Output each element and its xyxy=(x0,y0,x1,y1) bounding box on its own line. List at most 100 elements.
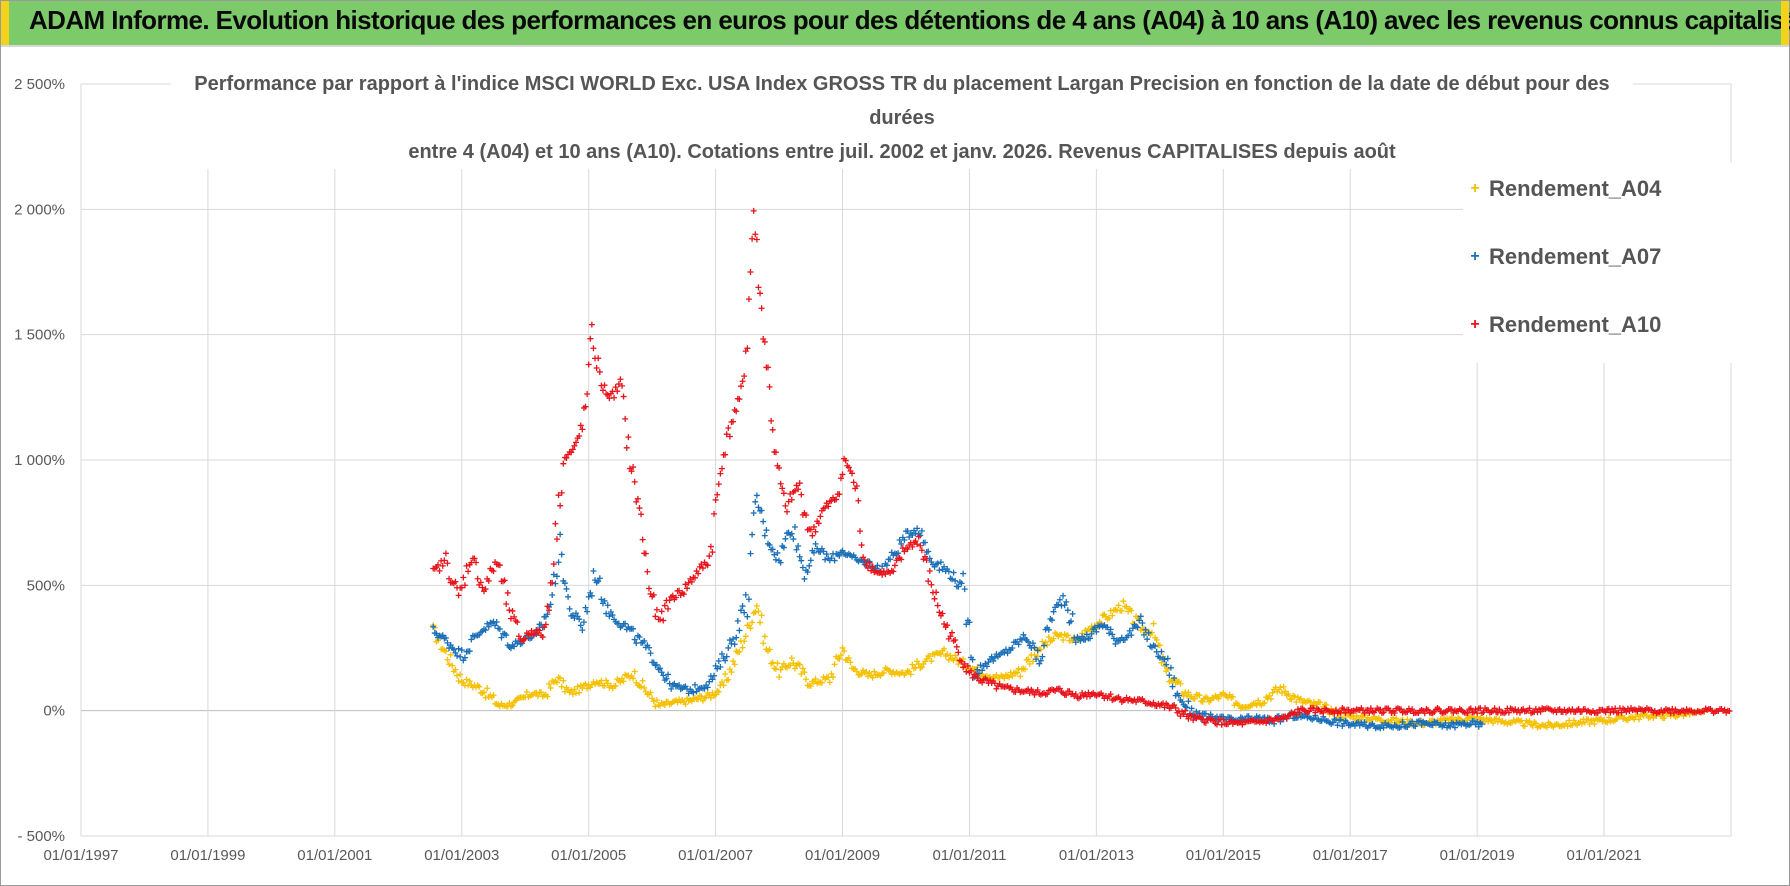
data-point xyxy=(436,567,443,574)
data-point xyxy=(926,555,933,562)
data-point xyxy=(922,539,929,546)
page-title: ADAM Informe. Evolution historique des p… xyxy=(29,5,1790,35)
data-point xyxy=(887,556,894,563)
data-point xyxy=(582,680,589,687)
data-point xyxy=(745,296,752,303)
data-point xyxy=(555,559,562,566)
data-point xyxy=(1543,724,1550,731)
data-point xyxy=(571,686,578,693)
data-point xyxy=(603,610,610,617)
data-point xyxy=(863,668,870,675)
data-point xyxy=(1364,706,1371,713)
data-point xyxy=(795,486,802,493)
y-tick-label: 1 500% xyxy=(14,327,65,344)
data-point xyxy=(812,528,819,535)
data-point xyxy=(703,694,710,701)
data-point xyxy=(1418,721,1425,728)
data-point xyxy=(944,622,951,629)
data-point xyxy=(810,523,817,530)
data-point xyxy=(1045,626,1052,633)
data-point xyxy=(1050,635,1057,642)
data-point xyxy=(925,578,932,585)
data-point xyxy=(468,636,475,643)
data-point xyxy=(711,510,718,517)
data-point xyxy=(917,542,924,549)
data-point xyxy=(861,556,868,563)
data-point xyxy=(836,655,843,662)
data-point xyxy=(671,680,678,687)
data-point xyxy=(952,636,959,643)
data-point xyxy=(1015,641,1022,648)
data-point xyxy=(549,591,556,598)
data-point xyxy=(785,498,792,505)
data-point xyxy=(557,675,564,682)
data-point xyxy=(941,645,948,652)
data-point xyxy=(926,568,933,575)
data-point xyxy=(772,556,779,563)
data-point xyxy=(642,550,649,557)
data-point xyxy=(1180,711,1187,718)
data-point xyxy=(822,556,829,563)
data-point xyxy=(1069,610,1076,617)
data-point xyxy=(1480,709,1487,716)
data-point xyxy=(645,585,652,592)
data-point xyxy=(465,568,472,575)
data-point xyxy=(912,530,919,537)
data-point xyxy=(939,610,946,617)
data-point xyxy=(1310,715,1317,722)
banner-accent-right xyxy=(1781,1,1789,45)
data-point xyxy=(604,680,611,687)
data-point xyxy=(557,531,564,538)
data-point xyxy=(869,674,876,681)
data-point xyxy=(1123,603,1130,610)
data-point xyxy=(741,609,748,616)
data-point xyxy=(1204,695,1211,702)
data-point xyxy=(934,602,941,609)
data-point xyxy=(704,684,711,691)
data-point xyxy=(620,678,627,685)
data-point xyxy=(636,634,643,641)
data-point xyxy=(577,622,584,629)
data-point xyxy=(544,611,551,618)
data-point xyxy=(1185,715,1192,722)
data-point xyxy=(715,688,722,695)
data-point xyxy=(647,689,654,696)
data-point xyxy=(550,571,557,578)
data-point xyxy=(631,668,638,675)
data-point xyxy=(1582,719,1589,726)
data-point xyxy=(482,627,489,634)
data-point xyxy=(1009,645,1016,652)
data-point xyxy=(934,560,941,567)
data-point xyxy=(606,613,613,620)
data-point xyxy=(1661,715,1668,722)
data-point xyxy=(1670,709,1677,716)
data-point xyxy=(1001,675,1008,682)
data-point xyxy=(1079,633,1086,640)
data-point xyxy=(909,543,916,550)
data-point xyxy=(644,568,651,575)
data-point xyxy=(1050,608,1057,615)
data-point xyxy=(1521,723,1528,730)
data-point xyxy=(772,449,779,456)
data-point xyxy=(961,660,968,667)
data-point xyxy=(685,579,692,586)
data-point xyxy=(864,565,871,572)
data-point xyxy=(509,702,516,709)
data-point xyxy=(722,670,729,677)
data-point xyxy=(1068,618,1074,625)
data-point xyxy=(1031,651,1038,658)
data-point xyxy=(830,674,837,681)
data-point xyxy=(949,576,956,583)
data-point xyxy=(1585,716,1592,723)
data-point xyxy=(566,605,573,612)
data-point xyxy=(820,548,827,555)
data-point xyxy=(457,671,464,678)
data-point xyxy=(1056,596,1063,603)
data-point xyxy=(1107,626,1114,633)
data-point xyxy=(657,616,664,623)
data-point xyxy=(839,471,846,478)
data-point xyxy=(1666,707,1673,714)
data-point xyxy=(788,655,795,662)
data-point xyxy=(1361,719,1368,726)
data-point xyxy=(574,683,581,690)
